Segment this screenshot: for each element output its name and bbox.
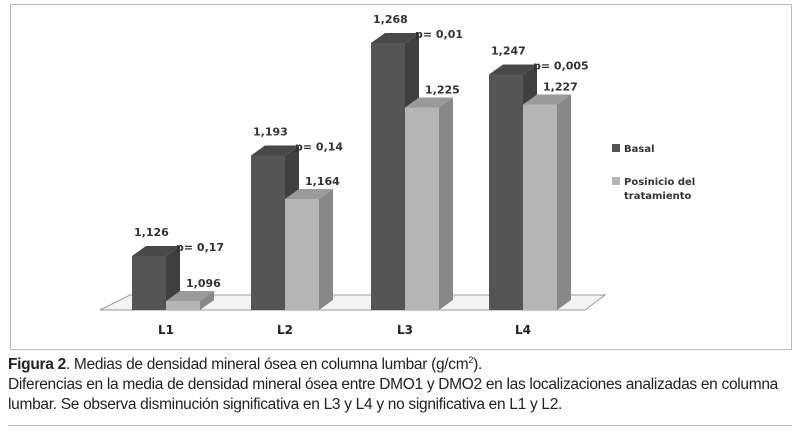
category-label: L1 bbox=[158, 323, 174, 337]
data-label: 1,247 bbox=[491, 45, 526, 58]
data-label: 1,227 bbox=[543, 81, 578, 94]
bar-posinicio-L2 bbox=[285, 199, 319, 310]
figure-label: Figura 2 bbox=[8, 356, 66, 374]
bar-posinicio-L3 bbox=[405, 107, 439, 310]
legend-label: tratamiento bbox=[624, 191, 692, 202]
legend-label: Basal bbox=[624, 144, 655, 155]
bar-top-basal-L2 bbox=[251, 145, 299, 156]
figure-caption: Figura 2. Medias de densidad mineral óse… bbox=[8, 350, 798, 415]
figure-title: . Medias de densidad mineral ósea en col… bbox=[65, 356, 469, 374]
bar-side-posinicio-L1 bbox=[200, 291, 214, 310]
legend-swatch bbox=[612, 144, 620, 152]
data-label: 1,126 bbox=[134, 226, 169, 239]
divider bbox=[8, 425, 792, 426]
bar-top-basal-L1 bbox=[132, 246, 180, 256]
bar-side-posinicio-L4 bbox=[557, 94, 571, 310]
figure-title-end: ). bbox=[473, 356, 482, 374]
bar-top-posinicio-L1 bbox=[166, 291, 214, 301]
bar-basal-L4 bbox=[489, 74, 523, 310]
bar-top-basal-L3 bbox=[371, 33, 419, 43]
p-value-annotation: p= 0,17 bbox=[176, 241, 224, 254]
superscript: 2 bbox=[468, 355, 474, 365]
bar-basal-L1 bbox=[132, 256, 166, 310]
data-label: 1,096 bbox=[186, 277, 221, 290]
bar-posinicio-L1 bbox=[166, 301, 200, 310]
bar-basal-L2 bbox=[251, 155, 285, 310]
bar-side-posinicio-L2 bbox=[319, 189, 333, 310]
data-label: 1,193 bbox=[253, 126, 288, 139]
bar-top-basal-L4 bbox=[489, 64, 537, 75]
bar-basal-L3 bbox=[371, 43, 405, 310]
legend-swatch bbox=[612, 177, 620, 185]
p-value-annotation: p= 0,005 bbox=[533, 60, 589, 73]
bar-posinicio-L4 bbox=[523, 104, 557, 310]
category-label: L3 bbox=[397, 323, 413, 337]
data-label: 1,164 bbox=[305, 175, 340, 188]
bar-side-posinicio-L3 bbox=[439, 97, 453, 310]
data-label: 1,268 bbox=[373, 13, 408, 26]
bar-chart: 1,126 1,096 p= 0,17 L1 1,193 1,164 p= 0,14 L2 1,… bbox=[99, 13, 695, 337]
data-label: 1,225 bbox=[425, 84, 460, 97]
bar-top-posinicio-L2 bbox=[285, 189, 333, 199]
category-label: L4 bbox=[515, 323, 531, 337]
category-label: L2 bbox=[277, 323, 293, 337]
legend-label: Posinicio del bbox=[624, 177, 695, 188]
p-value-annotation: p= 0,01 bbox=[415, 28, 463, 41]
figure-description: Diferencias en la media de densidad mine… bbox=[8, 376, 778, 414]
p-value-annotation: p= 0,14 bbox=[295, 141, 343, 154]
bar-top-posinicio-L3 bbox=[405, 97, 453, 108]
bar-top-posinicio-L4 bbox=[523, 94, 571, 105]
